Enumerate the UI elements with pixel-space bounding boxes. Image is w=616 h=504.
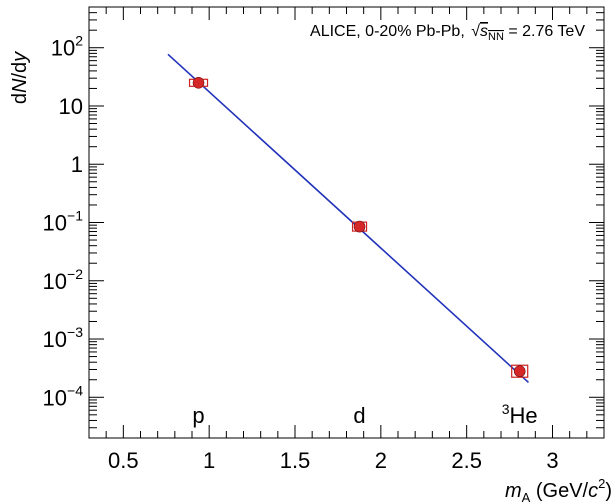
- fit-line: [167, 53, 530, 383]
- y-tick-label: 102: [51, 33, 83, 61]
- x-tick-label: 3: [546, 448, 558, 473]
- y-tick-label: 10−3: [43, 324, 84, 352]
- data-point: [192, 76, 205, 89]
- species-label: p: [192, 403, 204, 428]
- y-axis-title: dN/dy: [9, 51, 31, 104]
- ticks-layer: 0.5 1 1.5 2 2.5 3 10−4 10−3 10−2 10−1 1 10 102: [43, 6, 605, 473]
- points-layer: [188, 76, 529, 378]
- fit-layer: [167, 53, 530, 383]
- y-tick-label: 10−1: [43, 208, 84, 236]
- chart-annotation: ALICE, 0-20% Pb-Pb, √sNN = 2.76 TeV: [310, 23, 585, 43]
- sys-error-box: [511, 364, 529, 378]
- x-axis-title: mA (GeV/c2): [505, 476, 612, 504]
- species-layer: p d 3He: [192, 401, 537, 428]
- data-point: [513, 365, 526, 378]
- sqrt-s-var: s: [480, 23, 488, 40]
- sqrt-s-sub: NN: [488, 31, 504, 43]
- x-tick-label: 2.5: [451, 448, 482, 473]
- plot-frame: [88, 6, 605, 439]
- y-tick-label: 10−2: [43, 266, 84, 294]
- y-tick-label: 10−4: [43, 382, 84, 410]
- x-tick-label: 1.5: [280, 448, 311, 473]
- y-tick-label: 1: [71, 152, 83, 177]
- x-tick-label: 1: [203, 448, 215, 473]
- data-point: [353, 220, 366, 233]
- x-tick-label: 2: [375, 448, 387, 473]
- y-tick-label: 10: [59, 94, 83, 119]
- species-label: d: [353, 403, 365, 428]
- species-label: 3He: [502, 401, 538, 428]
- x-tick-label: 0.5: [108, 448, 139, 473]
